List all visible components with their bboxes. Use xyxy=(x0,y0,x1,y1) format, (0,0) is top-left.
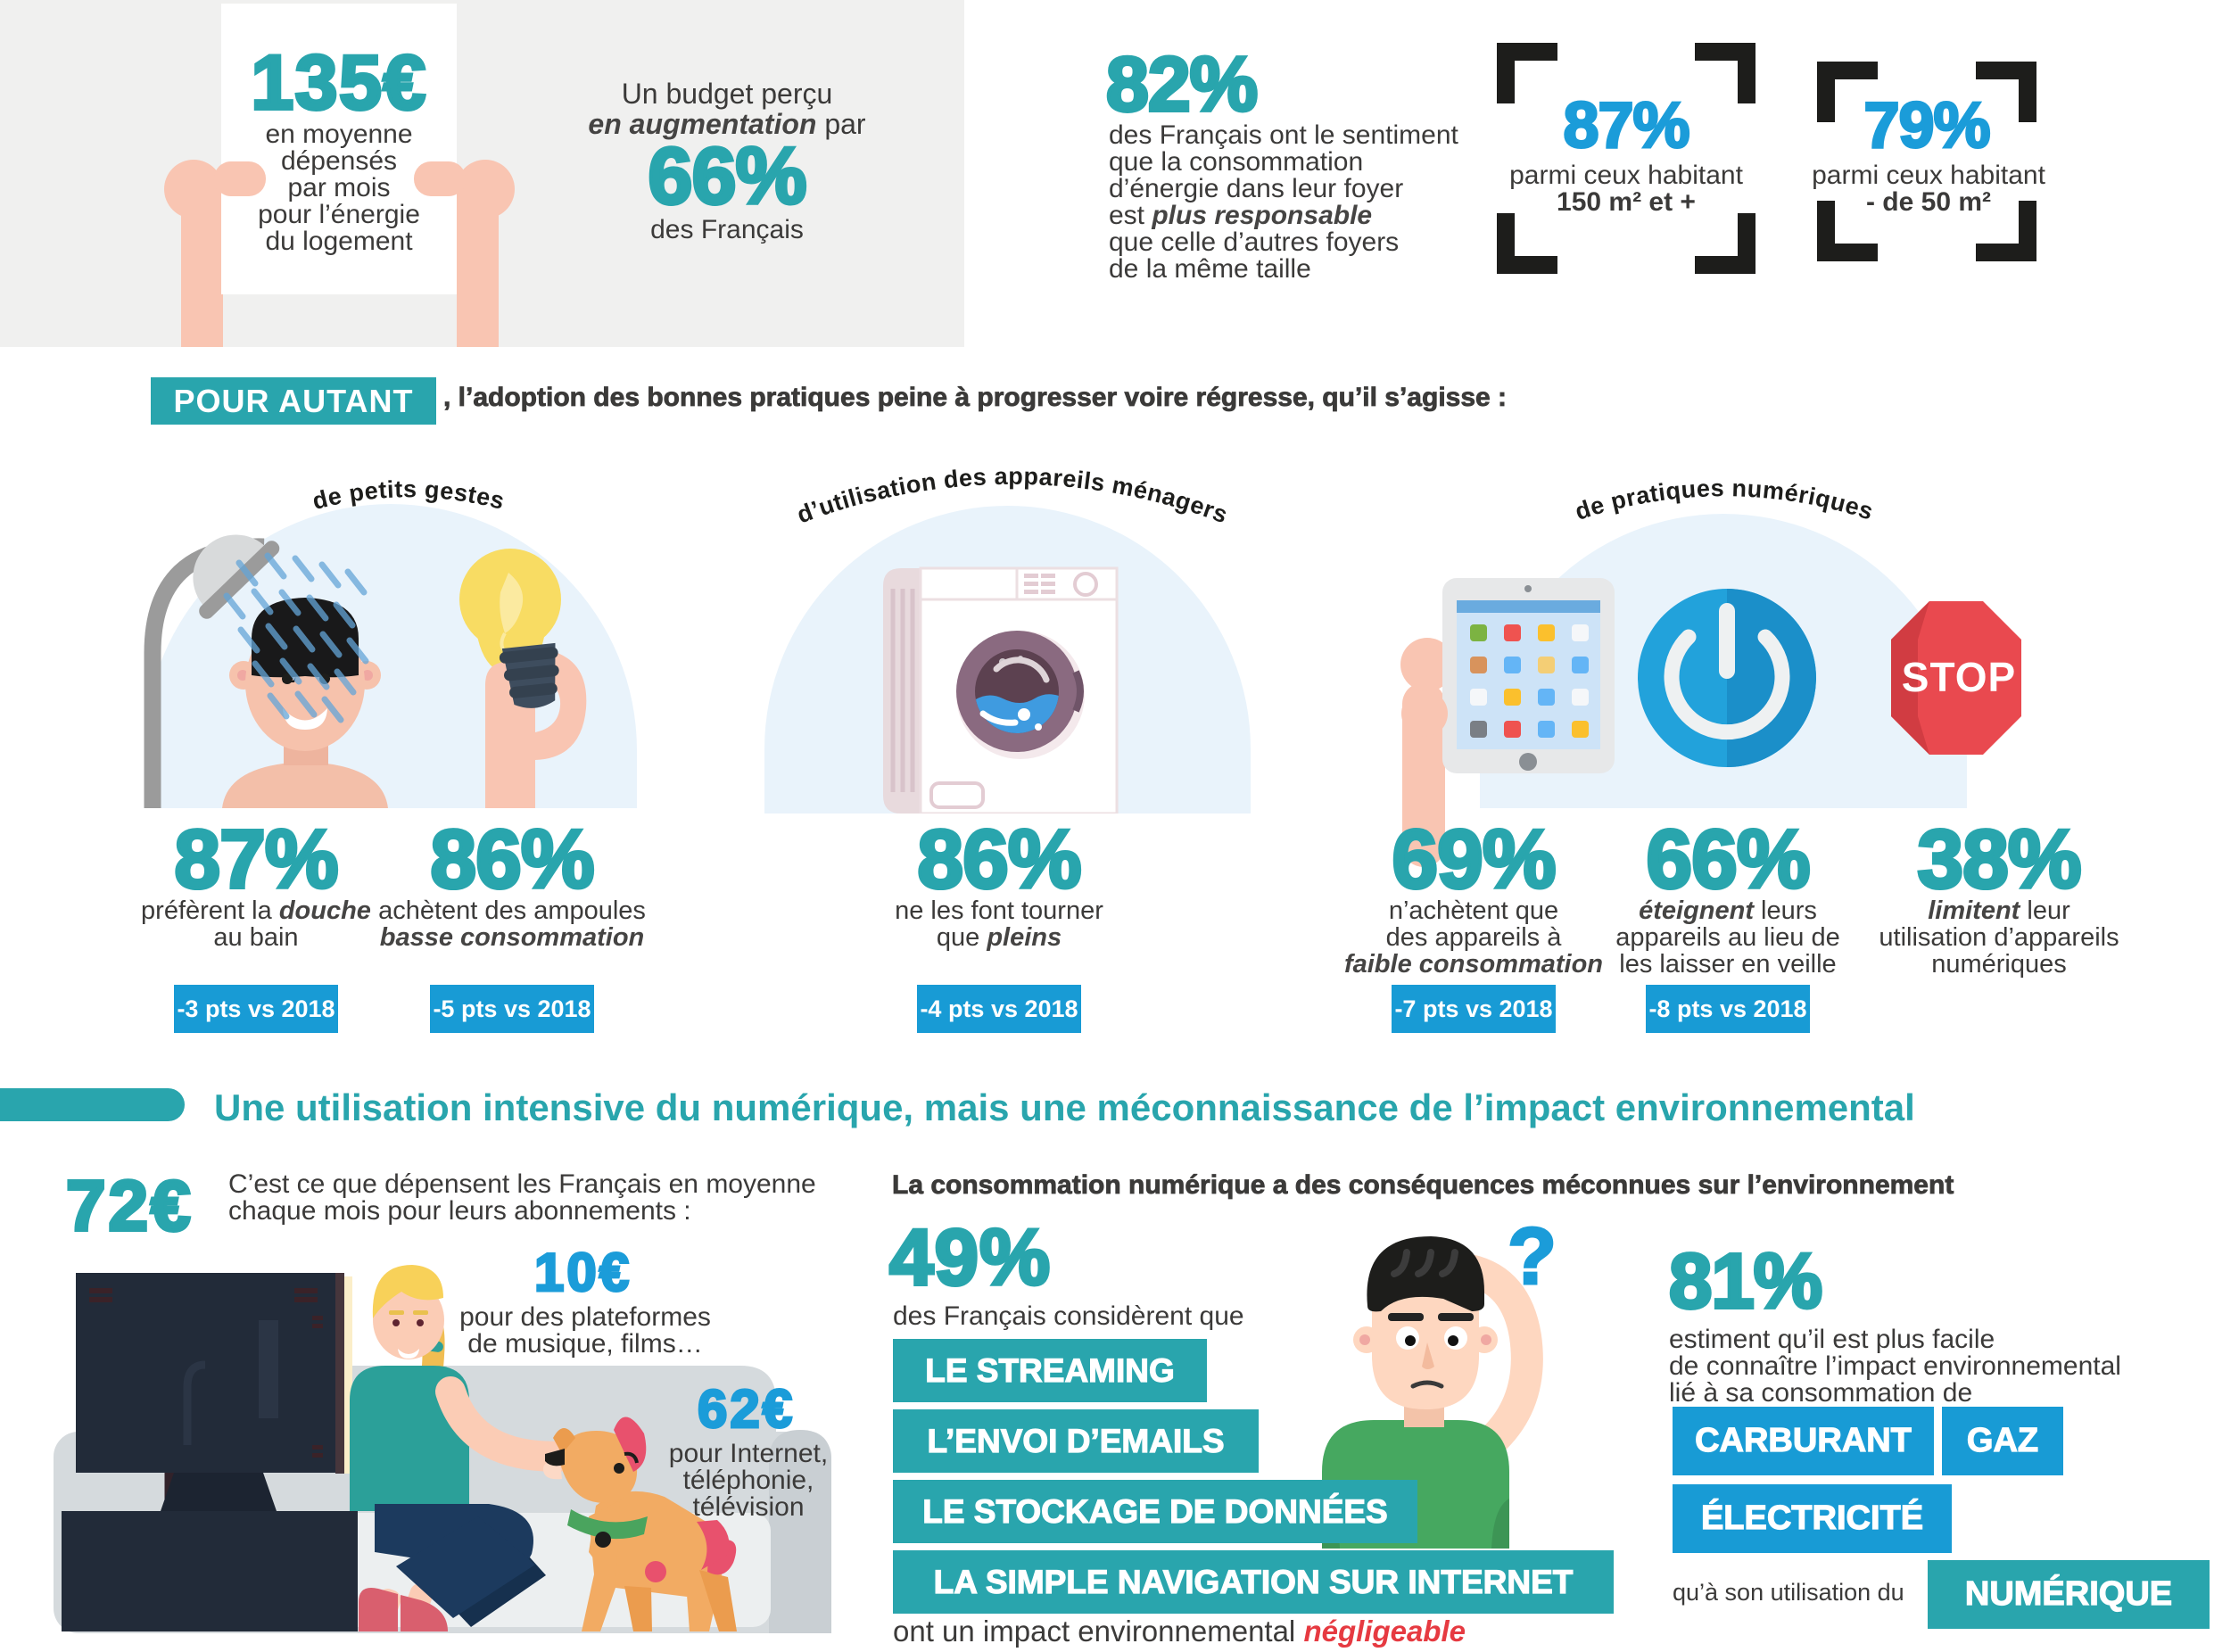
svg-text:de pratiques numériques: de pratiques numériques xyxy=(1572,475,1877,525)
svg-text:d’utilisation des appareils mé: d’utilisation des appareils ménagers xyxy=(793,463,1231,529)
svg-text:STOP: STOP xyxy=(1902,654,2016,700)
